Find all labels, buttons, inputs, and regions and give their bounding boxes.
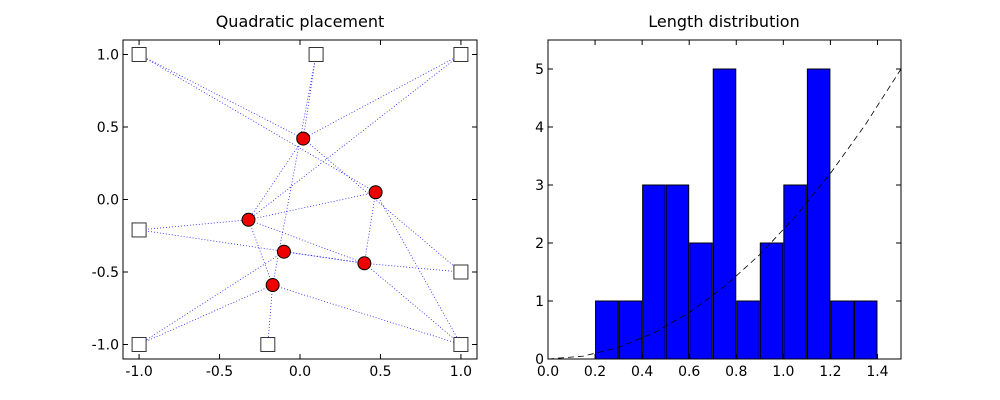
x-tick-label-0: -1.0: [125, 364, 152, 380]
placement-axes-frame: [122, 39, 478, 360]
x-tick-label-3: 0.5: [369, 364, 391, 380]
placement-panel: Quadratic placement -1.0 -0.5 0.0 0.5 1.0-1.…: [92, 12, 478, 380]
edge-layer: [138, 54, 462, 345]
fixed-node-4: [453, 264, 469, 280]
hist-x-tick-label-3: 0.6: [678, 364, 700, 380]
fixed-node-7: [453, 337, 469, 352]
edge-20: [267, 285, 274, 345]
edge-17: [364, 262, 462, 345]
y-tick-label-0: -1.0: [92, 338, 119, 354]
hist-x-tick-label-4: 0.8: [725, 364, 747, 380]
fixed-node-layer: [131, 47, 469, 352]
bar-10: [830, 300, 854, 360]
fixed-node-0: [131, 47, 147, 62]
fixed-node-6: [260, 337, 276, 352]
y-tick-label-4: 1.0: [97, 48, 119, 64]
bar-8: [783, 184, 807, 360]
fixed-node-3: [131, 222, 147, 238]
y-tick-label-2: 0.0: [97, 193, 119, 209]
edge-6: [248, 138, 304, 221]
bar-9: [806, 68, 831, 360]
x-tick-label-2: 0.0: [289, 364, 311, 380]
fixed-node-2: [453, 47, 469, 62]
fixed-node-1: [308, 47, 324, 62]
hist-x-tick-label-5: 1.0: [772, 364, 794, 380]
bar-0: [595, 300, 619, 360]
bar-4: [689, 242, 713, 360]
placement-ticks: -1.0 -0.5 0.0 0.5 1.0 -1.0 -0.5 0.0 0.5 1.0: [92, 40, 477, 380]
edge-13: [248, 219, 365, 264]
bar-1: [618, 300, 643, 360]
edge-12: [248, 219, 274, 286]
hist-y-tick-label-3: 3: [535, 178, 544, 194]
hist-y-tick-label-2: 2: [535, 236, 544, 252]
edge-18: [302, 138, 462, 273]
edge-1: [138, 54, 376, 193]
movable-node-0: [296, 131, 311, 146]
edge-8: [363, 192, 377, 264]
hist-y-tick-label-1: 1: [535, 294, 544, 310]
x-tick-label-4: 1.0: [450, 364, 472, 380]
bar-layer: [595, 68, 878, 360]
bar-2: [642, 184, 666, 360]
movable-node-5: [265, 278, 280, 293]
hist-x-tick-label-2: 0.4: [631, 364, 653, 380]
y-tick-label-1: -0.5: [92, 265, 119, 281]
fixed-node-5: [131, 337, 147, 352]
movable-node-layer: [241, 131, 383, 293]
edge-2: [302, 54, 317, 139]
hist-y-tick-label-0: 0: [535, 352, 544, 368]
movable-node-4: [357, 256, 372, 271]
hist-x-tick-label-6: 1.2: [819, 364, 841, 380]
edge-16: [364, 262, 461, 273]
edge-15: [138, 251, 285, 345]
y-tick-label-3: 0.5: [97, 120, 119, 136]
histogram-panel: Length distribution 0.0 0.2 0.4 0.6 0.8 1.0 1.…: [535, 12, 902, 380]
bar-7: [759, 242, 784, 360]
edge-0: [138, 54, 304, 139]
hist-x-tick-label-7: 1.4: [866, 364, 888, 380]
histogram-title: Length distribution: [648, 12, 799, 31]
bar-3: [665, 184, 690, 360]
movable-node-2: [241, 212, 256, 227]
edge-5: [248, 54, 462, 221]
hist-y-tick-label-5: 5: [535, 62, 544, 78]
bar-11: [853, 300, 878, 360]
histogram-axes-frame: [547, 39, 902, 360]
density-curve: [547, 68, 902, 360]
edge-19: [138, 284, 273, 345]
histogram-ticks: 0.0 0.2 0.4 0.6 0.8 1.0 1.2 1.4 0 1 2 3 4 5: [535, 40, 901, 380]
hist-x-tick-label-1: 0.2: [584, 364, 606, 380]
hist-y-tick-label-4: 4: [535, 120, 544, 136]
bar-6: [736, 300, 760, 360]
bar-5: [712, 68, 737, 360]
edge-7: [248, 191, 376, 221]
curve-layer: [547, 68, 902, 360]
edge-14: [283, 251, 365, 264]
x-tick-label-1: -0.5: [206, 364, 233, 380]
edge-10: [139, 219, 249, 231]
movable-node-1: [368, 185, 383, 200]
edge-11: [139, 229, 365, 264]
edge-21: [272, 284, 462, 345]
edge-4: [303, 54, 462, 139]
hist-x-tick-label-0: 0.0: [537, 364, 559, 380]
movable-node-3: [276, 244, 291, 259]
placement-title: Quadratic placement: [216, 12, 385, 31]
